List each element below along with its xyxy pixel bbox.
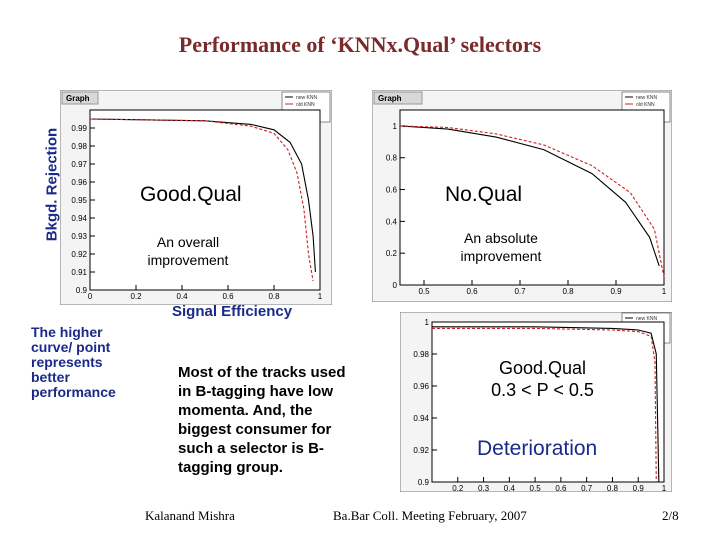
x-tick-label: 0.9: [610, 287, 622, 296]
center-note: Most of the tracks used in B-tagging have…: [178, 364, 346, 476]
x-tick-label: 0.4: [504, 484, 516, 492]
deterioration-label: Deterioration: [477, 437, 598, 460]
y-tick-label: 0.99: [71, 124, 87, 133]
x-tick-label: 0.7: [581, 484, 593, 492]
x-tick-label: 0.7: [514, 287, 526, 296]
x-tick-label: 0.4: [176, 292, 188, 301]
absolute-improvement-label: An absolute improvement: [460, 230, 542, 264]
x-tick-label: 0.9: [633, 484, 645, 492]
legend-entry: new KNN: [636, 95, 658, 101]
y-tick-label: 0.97: [71, 160, 87, 169]
legend-entry: new KNN: [296, 95, 318, 101]
y-tick-label: 0.95: [71, 196, 87, 205]
legend-entry: old KNN: [296, 102, 315, 108]
x-tick-label: 1: [662, 287, 667, 296]
x-tick-label: 0.8: [268, 292, 280, 301]
x-tick-label: 0.2: [452, 484, 464, 492]
y-tick-label: 0.98: [71, 142, 87, 151]
legend-entry: old KNN: [636, 102, 655, 108]
series-line: [432, 327, 657, 483]
overall-improvement-label: An overall improvement: [147, 234, 229, 268]
y-tick-label: 0.8: [386, 154, 398, 163]
x-tick-label: 0.6: [466, 287, 478, 296]
y-tick-label: 1: [393, 122, 398, 131]
series-line: [89, 118, 314, 282]
y-tick-label: 0.9: [418, 478, 430, 487]
y-tick-label: 0.96: [71, 178, 87, 187]
y-tick-label: 0.96: [413, 382, 429, 391]
legend-entry: new KNN: [636, 316, 658, 322]
x-tick-label: 0: [88, 292, 93, 301]
y-tick-label: 0.94: [71, 214, 87, 223]
x-tick-label: 0.2: [130, 292, 142, 301]
series-line: [399, 125, 665, 278]
y-tick-label: 1: [425, 318, 430, 327]
x-tick-label: 0.3: [478, 484, 490, 492]
y-tick-label: 0.98: [413, 350, 429, 359]
panel-title: Graph: [378, 94, 402, 103]
x-tick-label: 0.6: [555, 484, 567, 492]
x-tick-label: 0.5: [418, 287, 430, 296]
series-line: [432, 326, 660, 483]
noqual-label: No.Qual: [445, 183, 523, 206]
x-tick-label: 0.8: [607, 484, 619, 492]
panel-title: Graph: [66, 94, 90, 103]
y-tick-label: 0.4: [386, 217, 398, 226]
y-tick-label: 0.9: [76, 286, 88, 295]
y-tick-label: 0.93: [71, 232, 87, 241]
y-tick-label: 0.92: [413, 446, 429, 455]
series-line: [89, 118, 316, 273]
y-tick-label: 0.91: [71, 268, 87, 277]
x-tick-label: 0.6: [222, 292, 234, 301]
y-tick-label: 0: [393, 281, 398, 290]
goodqual-range-label: Good.Qual 0.3 < P < 0.5: [491, 358, 594, 400]
series-line: [399, 125, 660, 267]
y-tick-label: 0.94: [413, 414, 429, 423]
x-tick-label: 1: [662, 484, 667, 492]
y-tick-label: 0.6: [386, 186, 398, 195]
x-axis-label: Signal Efficiency: [172, 303, 293, 320]
footer-author: Kalanand Mishra: [145, 508, 235, 523]
x-tick-label: 0.5: [530, 484, 542, 492]
x-tick-label: 1: [318, 292, 323, 301]
left-note: The higher curve/ point represents better pe…: [31, 324, 116, 400]
slide-title: Performance of ‘KNNx.Qual’ selectors: [178, 32, 542, 57]
footer-meeting: Ba.Bar Coll. Meeting February, 2007: [333, 508, 527, 523]
x-tick-label: 0.8: [562, 287, 574, 296]
footer-page: 2/8: [662, 508, 679, 523]
y-tick-label: 0.2: [386, 249, 398, 258]
y-tick-label: 0.92: [71, 250, 87, 259]
goodqual-label: Good.Qual: [140, 183, 242, 206]
